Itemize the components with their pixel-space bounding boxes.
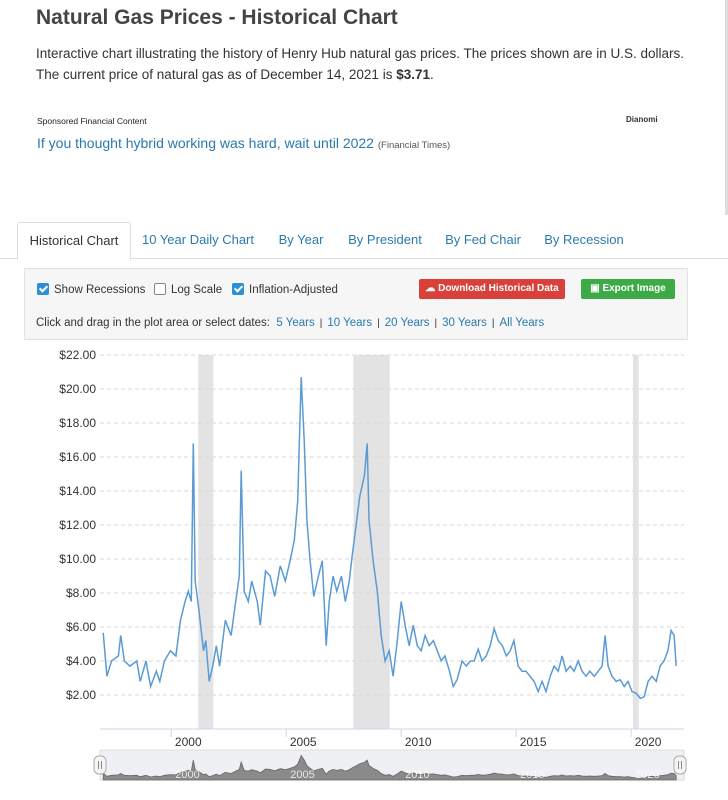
ad-brand[interactable]: Dianomi (626, 115, 658, 124)
navigator-handle[interactable] (93, 755, 107, 775)
ad-source: (Financial Times) (377, 140, 451, 151)
x-tick-label: 2000 (175, 735, 202, 749)
page-title: Natural Gas Prices - Historical Chart (36, 6, 398, 29)
checkbox-label[interactable]: Log Scale (171, 284, 223, 296)
x-tick-label: 2005 (290, 735, 317, 749)
ad-headline[interactable]: If you thought hybrid working was hard, … (37, 135, 450, 151)
description-text: Interactive chart illustrating the histo… (36, 46, 685, 82)
y-tick-label: $18.00 (59, 416, 96, 430)
ad-headline-text[interactable]: If you thought hybrid working was hard, … (37, 135, 374, 151)
y-tick-label: $4.00 (66, 654, 96, 668)
y-tick-label: $10.00 (59, 552, 96, 566)
navigator-handle[interactable] (673, 755, 687, 775)
handle-box (673, 755, 687, 775)
y-tick-label: $16.00 (59, 450, 96, 464)
y-tick-label: $8.00 (66, 586, 96, 600)
chart[interactable]: $2.00 $4.00 $6.00 $8.00 $10.00 $12.00 $14.00 $1… (0, 340, 728, 800)
separator: | (377, 318, 380, 329)
export-button[interactable]: ▣ Export Image (581, 279, 675, 299)
range-link[interactable]: 30 Years (442, 317, 487, 329)
checkbox-box[interactable] (37, 283, 49, 295)
checkbox-label[interactable]: Inflation-Adjusted (249, 284, 338, 296)
checkbox-box[interactable] (232, 283, 244, 295)
y-tick-label: $6.00 (66, 620, 96, 634)
range-prompt: Click and drag in the plot area or selec… (36, 317, 270, 329)
range-link[interactable]: All Years (499, 317, 545, 329)
ad-label: Sponsored Financial Content (37, 116, 147, 126)
navigator-label: 2000 (175, 769, 199, 781)
range-link[interactable]: 10 Years (327, 317, 373, 329)
checkbox-box[interactable] (154, 283, 166, 295)
y-tick-label: $22.00 (59, 348, 96, 362)
separator: | (434, 318, 438, 329)
y-tick-label: $14.00 (59, 484, 96, 498)
checkbox[interactable]: Log Scale (154, 283, 222, 297)
tab-bar: Historical Chart 10 Year Daily Chart By Ye… (0, 222, 728, 260)
handle-box (93, 755, 107, 775)
y-tick-label: $12.00 (59, 518, 96, 532)
tab[interactable]: By Recession (544, 232, 624, 247)
checkbox-label[interactable]: Show Recessions (54, 284, 146, 296)
download-label[interactable]: Download Historical Data (438, 283, 559, 294)
description-end: . (430, 67, 434, 82)
range-selector: Click and drag in the plot area or selec… (36, 317, 544, 329)
x-tick-label: 2015 (520, 735, 547, 749)
tab[interactable]: By Fed Chair (445, 232, 521, 247)
x-tick-label: 2010 (405, 735, 432, 749)
price-line (102, 377, 677, 700)
checkbox[interactable]: Inflation-Adjusted (232, 283, 338, 297)
navigator-label: 2010 (405, 769, 429, 781)
recession-band (632, 355, 639, 729)
y-tick-label: $2.00 (66, 688, 96, 702)
tab[interactable]: By President (348, 232, 422, 247)
download-button[interactable]: ☁ Download Historical Data (419, 279, 565, 299)
separator: | (319, 318, 323, 329)
range-link[interactable]: 5 Years (276, 317, 315, 329)
current-price: $3.71 (396, 67, 430, 82)
description: Interactive chart illustrating the histo… (36, 43, 686, 85)
export-label[interactable]: Export Image (602, 283, 666, 294)
control-panel: ☁ Download Historical Data ▣ Export Imag… (24, 268, 688, 340)
tab[interactable]: Historical Chart (17, 222, 131, 260)
x-tick-label: 2020 (635, 735, 662, 749)
range-link[interactable]: 20 Years (384, 317, 430, 329)
navigator-label: 2020 (635, 769, 659, 781)
navigator-label: 2005 (290, 769, 314, 781)
tab[interactable]: By Year (278, 232, 324, 247)
navigator-area (102, 754, 677, 781)
tab[interactable]: 10 Year Daily Chart (141, 232, 254, 247)
navigator-label: 2015 (520, 769, 544, 781)
scrollbar[interactable] (725, 0, 728, 215)
y-tick-label: $20.00 (59, 382, 96, 396)
checkbox[interactable]: Show Recessions (37, 283, 145, 297)
separator: | (491, 318, 495, 329)
